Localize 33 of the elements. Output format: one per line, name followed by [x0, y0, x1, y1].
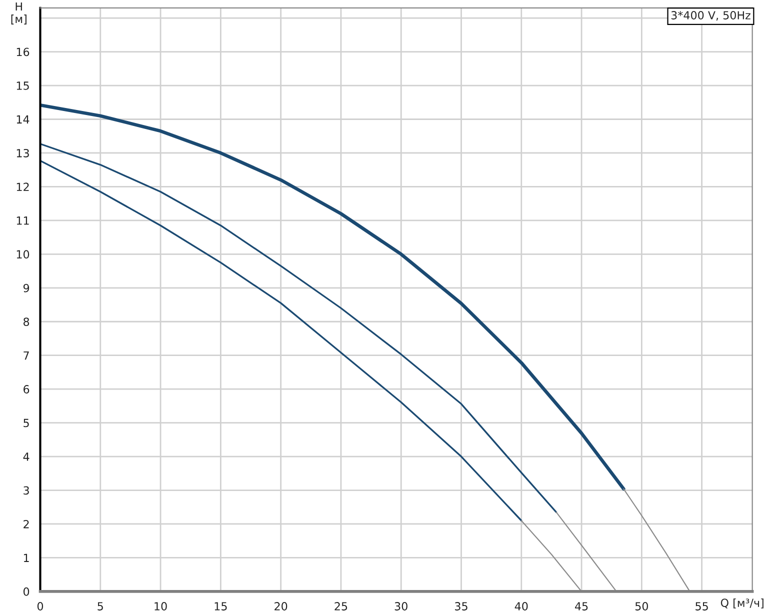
x-tick-label: 0 [37, 602, 44, 610]
y-tick-label: 4 [23, 452, 30, 461]
y-tick-label: 13 [16, 148, 29, 158]
line-series [40, 103, 626, 491]
x-tick-label: 35 [455, 602, 468, 610]
y-tick-label: 0 [23, 587, 30, 596]
y-tick-label: 7 [24, 351, 29, 360]
y-tick-label: 3 [24, 486, 29, 495]
x-tick-label: 25 [334, 602, 348, 610]
y-tick-label: 8 [24, 318, 30, 326]
y-tick-label: 10 [16, 250, 30, 259]
x-tick-label: 40 [514, 602, 528, 610]
y-axis-title: H [м] [11, 2, 26, 24]
y-tick-label: 12 [16, 182, 29, 191]
y-tick-label: 6 [24, 385, 30, 394]
y-tick-label: 5 [24, 418, 29, 428]
x-tick-label: 5 [98, 602, 103, 610]
y-tick-label: 9 [23, 284, 30, 292]
y-tick-label: 11 [16, 216, 29, 225]
x-tick-label: 30 [394, 602, 408, 610]
x-tick-label: 50 [635, 602, 648, 610]
x-tick-label: 55 [696, 602, 708, 610]
x-tick-label: 20 [274, 602, 288, 610]
y-tick-label: 1 [24, 554, 29, 562]
x-axis-title: Q [м³/ч] [720, 598, 764, 608]
x-tick-label: 45 [575, 602, 588, 610]
annotation: 3*400 V, 50Hz [671, 11, 750, 21]
x-tick-label: 10 [154, 602, 167, 610]
x-tick-label: 15 [214, 602, 227, 610]
y-tick-label: 2 [24, 520, 29, 528]
y-tick-label: 14 [16, 115, 30, 124]
y-tick-label: 15 [16, 82, 29, 90]
y-tick-label: 16 [16, 48, 30, 56]
